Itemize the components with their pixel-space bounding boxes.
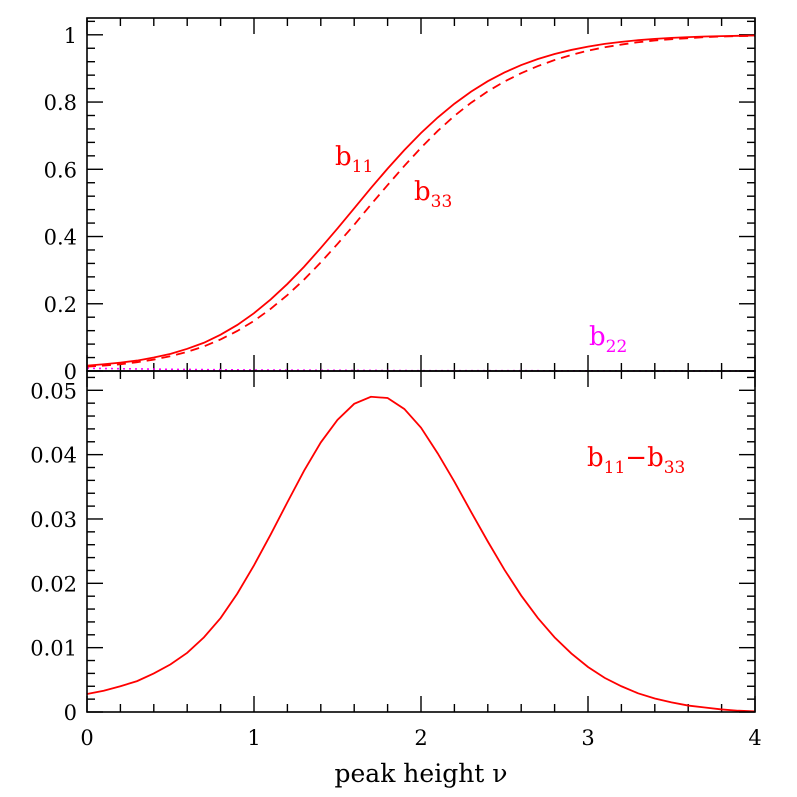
x-tick-label: 0 <box>80 726 93 750</box>
bottom-panel-frame <box>86 370 756 713</box>
y-tick-label: 0.8 <box>44 91 77 115</box>
b22-annotation: b22 <box>589 322 627 357</box>
x-tick-label: 2 <box>414 726 427 750</box>
series-line-b33 <box>86 34 756 368</box>
b33-annotation: b33 <box>414 177 452 212</box>
b11-annotation: b11 <box>335 142 373 177</box>
y-tick-label: 0.2 <box>44 293 77 317</box>
series-line-b11-b33 <box>86 395 756 713</box>
top-panel-tick-labels: 0 0.2 0.4 0.6 0.8 1 <box>44 24 77 384</box>
y-tick-label: 0.05 <box>30 379 77 403</box>
x-tick-label: 4 <box>748 726 761 750</box>
x-tick-label: 3 <box>581 726 594 750</box>
y-tick-label: 1 <box>64 24 77 48</box>
top-panel-series <box>86 34 756 372</box>
x-tick-label: 1 <box>247 726 260 750</box>
bottom-panel-tick-labels: 0 0.01 0.02 0.03 0.04 0.05 0 1 2 3 4 <box>30 379 761 750</box>
y-tick-label: 0.4 <box>44 226 77 250</box>
y-tick-label: 0.04 <box>30 444 77 468</box>
x-axis-title: peak height ν <box>335 759 508 788</box>
y-tick-label: 0.02 <box>30 572 77 596</box>
y-tick-label: 0.6 <box>44 158 77 182</box>
bottom-panel-ticks <box>86 371 756 713</box>
series-line-b11 <box>86 34 756 367</box>
bottom-panel: 0 0.01 0.02 0.03 0.04 0.05 0 1 2 3 4 b11−b33 peak … <box>30 370 762 788</box>
top-panel: 0 0.2 0.4 0.6 0.8 1 b11 b33 b22 <box>44 17 756 384</box>
y-tick-label: 0 <box>64 701 77 725</box>
b11-minus-b33-annotation: b11−b33 <box>587 443 685 478</box>
y-tick-label: 0.01 <box>30 637 77 661</box>
y-tick-label: 0 <box>64 360 77 384</box>
bottom-panel-series <box>86 395 756 713</box>
top-panel-ticks <box>86 18 756 372</box>
y-tick-label: 0.03 <box>30 508 77 532</box>
